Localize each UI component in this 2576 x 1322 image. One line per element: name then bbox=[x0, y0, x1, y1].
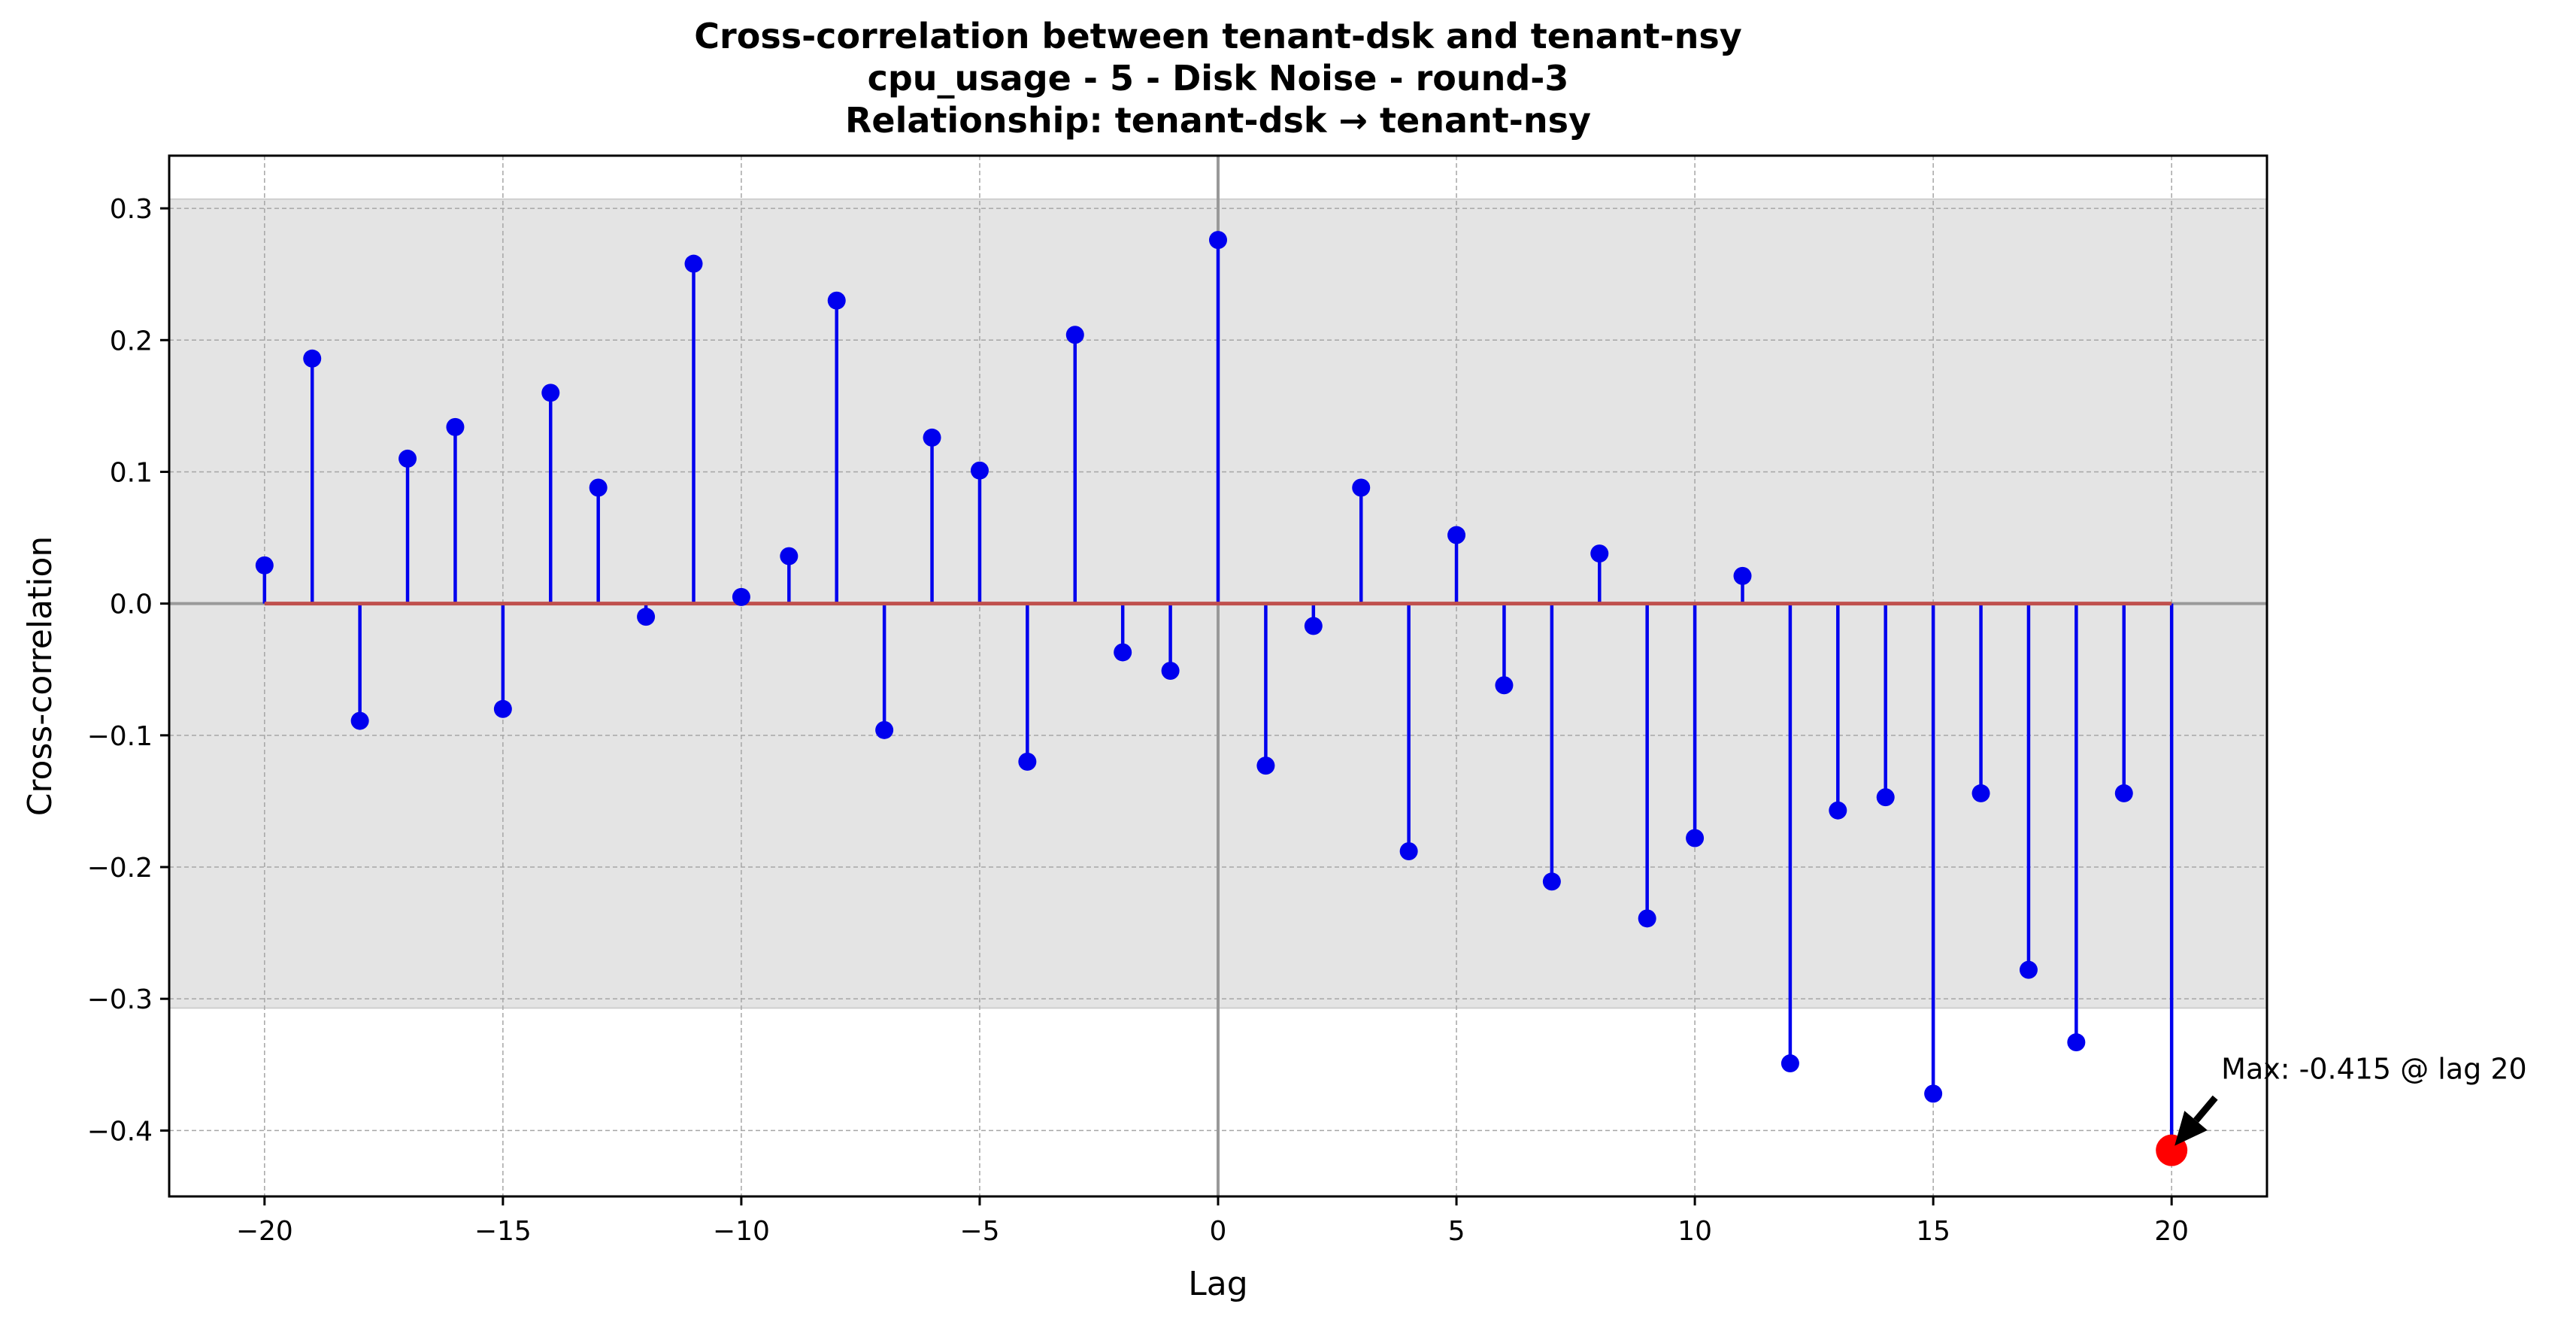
y-tick-label: 0.2 bbox=[110, 326, 153, 356]
stem-marker bbox=[493, 699, 512, 718]
x-axis-label: Lag bbox=[1188, 1265, 1247, 1303]
stem-marker bbox=[1780, 1054, 1799, 1073]
annotation-arrow-head bbox=[2174, 1111, 2208, 1146]
stem-marker bbox=[350, 711, 369, 730]
stem-marker bbox=[2114, 784, 2133, 802]
stem-marker bbox=[1161, 661, 1180, 680]
annotation-arrow-shaft bbox=[2193, 1095, 2218, 1123]
stem-marker bbox=[923, 428, 941, 447]
stem-marker bbox=[2019, 960, 2038, 979]
stem-marker bbox=[1971, 784, 1990, 802]
y-axis-label: Cross-correlation bbox=[21, 536, 59, 817]
stem-marker bbox=[1114, 643, 1132, 662]
stem-marker bbox=[255, 556, 274, 575]
chart-title-line-1: Cross-correlation between tenant-dsk and… bbox=[694, 16, 1741, 56]
x-tick-label: 20 bbox=[2154, 1216, 2189, 1247]
stem-marker bbox=[541, 384, 560, 402]
chart-title-line-3: Relationship: tenant-dsk → tenant-nsy bbox=[845, 100, 1591, 141]
stem-marker bbox=[827, 291, 846, 310]
stem-marker bbox=[399, 449, 417, 468]
max-annotation: Max: -0.415 @ lag 20 bbox=[2174, 1053, 2527, 1146]
max-annotation-label: Max: -0.415 @ lag 20 bbox=[2221, 1053, 2527, 1086]
x-tick-label: 10 bbox=[1677, 1216, 1712, 1247]
x-tick-label: −20 bbox=[236, 1216, 293, 1247]
stem-marker bbox=[1638, 909, 1656, 928]
axes: −20 −15 −10 −5 0 5 10 15 20 −0.4 −0.3 −0.2 −0.1 0.0 0.… bbox=[87, 194, 2190, 1247]
stem-marker bbox=[732, 587, 750, 606]
x-tick-label: 0 bbox=[1210, 1216, 1227, 1247]
y-tick-label: 0.0 bbox=[110, 590, 153, 620]
x-tick-label: −10 bbox=[713, 1216, 770, 1247]
y-tick-label: 0.3 bbox=[110, 194, 153, 225]
stem-marker bbox=[1542, 872, 1561, 891]
stem-marker bbox=[589, 478, 608, 497]
stem-marker bbox=[1018, 752, 1037, 771]
stem-marker bbox=[1495, 676, 1514, 695]
stem-marker bbox=[780, 547, 799, 565]
stem-marker bbox=[1447, 526, 1466, 544]
stem-marker bbox=[1304, 617, 1323, 635]
x-tick-label: −5 bbox=[959, 1216, 999, 1247]
y-tick-label: −0.2 bbox=[87, 853, 153, 884]
stem-marker bbox=[303, 349, 322, 368]
stem-marker bbox=[1924, 1084, 1943, 1103]
stem-marker bbox=[1256, 757, 1275, 775]
y-tick-label: 0.1 bbox=[110, 457, 153, 488]
stem-marker bbox=[970, 461, 989, 480]
stem-marker bbox=[446, 417, 465, 436]
stem-marker bbox=[1686, 829, 1705, 847]
x-tick-label: 5 bbox=[1448, 1216, 1465, 1247]
stem-marker bbox=[875, 720, 894, 739]
x-tick-label: −15 bbox=[474, 1216, 532, 1247]
x-tick-label: 15 bbox=[1916, 1216, 1950, 1247]
stem-marker bbox=[1065, 326, 1084, 344]
stem-marker bbox=[2067, 1033, 2086, 1052]
stem-marker bbox=[1829, 801, 1847, 820]
stem-marker bbox=[684, 254, 703, 273]
stem-marker bbox=[1733, 566, 1752, 585]
y-tick-label: −0.1 bbox=[87, 721, 153, 752]
y-tick-label: −0.4 bbox=[87, 1116, 153, 1147]
plot-area bbox=[169, 156, 2267, 1196]
stem-marker bbox=[637, 608, 656, 626]
stem-marker bbox=[1209, 231, 1227, 250]
stem-marker bbox=[1590, 544, 1609, 563]
y-tick-label: −0.3 bbox=[87, 984, 153, 1015]
stem-marker bbox=[1399, 842, 1418, 861]
stem-marker bbox=[1876, 788, 1895, 807]
chart-title-line-2: cpu_usage - 5 - Disk Noise - round-3 bbox=[868, 58, 1569, 99]
stem-marker bbox=[1352, 478, 1371, 497]
